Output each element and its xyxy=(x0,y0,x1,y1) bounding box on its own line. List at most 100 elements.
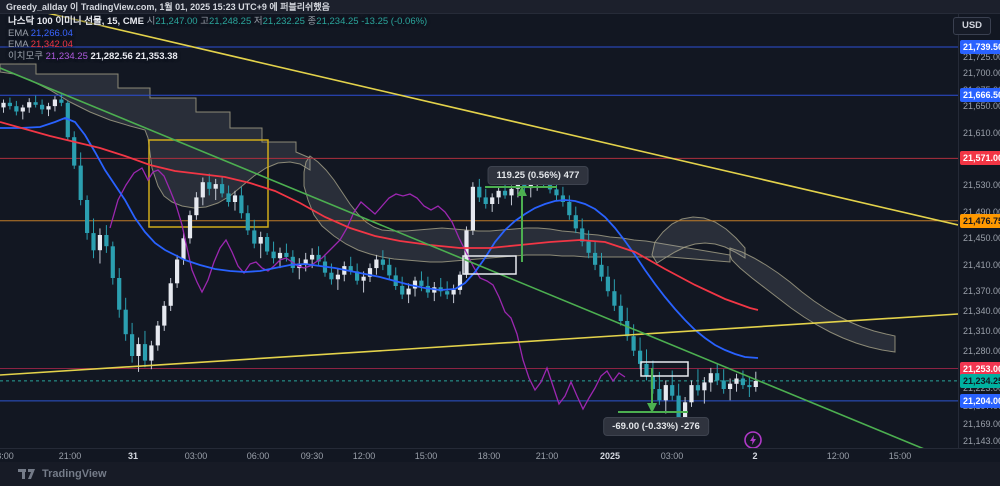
candle-body xyxy=(695,385,700,391)
legend-symbol-row[interactable]: 나스닥 100 이미니 선물, 15, CME 시21,247.00 고21,2… xyxy=(8,16,427,28)
candle-body xyxy=(599,264,604,277)
candle-body xyxy=(676,395,681,422)
candle-body xyxy=(271,251,276,259)
candle-body xyxy=(567,202,572,216)
candle-body xyxy=(175,259,180,284)
price-axis[interactable]: 21,725.0021,700.0021,675.0021,650.0021,6… xyxy=(958,14,1000,448)
legend-ema-fast-row[interactable]: EMA 21,266.04 xyxy=(8,27,427,40)
time-tick: 15:00 xyxy=(888,451,912,461)
price-tick: 21,530.00 xyxy=(963,180,1000,191)
candle-body xyxy=(194,197,199,216)
candle-body xyxy=(496,190,501,198)
currency-toggle-button[interactable]: USD xyxy=(953,17,991,35)
candle-body xyxy=(46,106,51,110)
candle-body xyxy=(638,350,643,364)
candle-body xyxy=(348,266,353,272)
ichimoku-chikou-value: 21,234.25 xyxy=(45,50,88,62)
price-tick: 21,143.00 xyxy=(963,436,1000,447)
time-tick: 12:00 xyxy=(826,451,850,461)
candle-body xyxy=(265,237,270,252)
candle-body xyxy=(586,241,591,253)
candle-body xyxy=(213,184,218,189)
candle-body xyxy=(181,238,186,260)
candle-body xyxy=(419,280,424,286)
plot-area xyxy=(0,9,958,458)
candle-body xyxy=(284,252,289,257)
time-tick: 06:00 xyxy=(246,451,270,461)
white-box-2[interactable] xyxy=(640,361,689,377)
candle-body xyxy=(232,195,238,202)
candle-body xyxy=(355,271,360,281)
candle-body xyxy=(162,305,167,326)
price-badge: 21,739.50 xyxy=(960,40,1000,54)
candle-body xyxy=(33,102,38,105)
candle-body xyxy=(631,336,636,351)
candle-body xyxy=(573,215,578,229)
ichimoku-label: 이치모쿠 xyxy=(8,50,43,62)
price-tick: 21,610.00 xyxy=(963,127,1000,138)
candle-body xyxy=(715,373,720,381)
candle-body xyxy=(387,264,392,276)
trend-line-steep-descending[interactable] xyxy=(30,9,958,226)
candle-body xyxy=(457,274,463,290)
trend-line-ascending-support[interactable] xyxy=(0,313,958,376)
candle-body xyxy=(657,389,662,401)
white-box-1[interactable] xyxy=(462,255,517,275)
candle-body xyxy=(618,305,623,321)
ema-fast-line xyxy=(0,117,759,359)
ema-fast-label: EMA xyxy=(8,27,29,39)
price-badge: 21,666.50 xyxy=(960,88,1000,103)
price-tick: 21,725.00 xyxy=(963,51,1000,62)
price-tick: 21,223.00 xyxy=(963,383,1000,394)
price-tick: 21,650.00 xyxy=(963,101,1000,112)
footer-bar: TradingView xyxy=(0,462,1000,486)
candle-body xyxy=(40,104,45,110)
candle-body xyxy=(470,186,475,231)
price-badge: 21,571.00 xyxy=(960,151,1000,166)
low-value: 21,232.25 xyxy=(262,16,305,27)
candle-body xyxy=(747,385,752,388)
open-value: 21,247.00 xyxy=(155,16,198,27)
candle-body xyxy=(670,385,675,396)
candle-body xyxy=(477,186,482,198)
legend-ichimoku-row[interactable]: 이치모쿠 21,234.25 21,282.56 21,353.38 xyxy=(8,50,427,63)
measure-up-arrowhead xyxy=(517,186,527,196)
candle-body xyxy=(200,182,205,198)
candle-body xyxy=(310,254,315,260)
price-tick: 21,490.00 xyxy=(963,206,1000,217)
ema-slow-label: EMA xyxy=(8,39,29,50)
time-tick: 21:00 xyxy=(58,451,82,461)
candle-body xyxy=(380,259,385,265)
candle-body xyxy=(316,254,321,262)
symbol-title[interactable]: 나스닥 100 이미니 선물, 15, CME xyxy=(8,16,144,27)
open-label: 시 xyxy=(146,16,156,27)
candle-body xyxy=(554,189,559,196)
time-tick: 15:00 xyxy=(414,451,438,461)
ema-slow-line xyxy=(0,121,759,311)
candle-body xyxy=(110,246,115,278)
ichimoku-cloud xyxy=(303,155,731,263)
time-tick: 31 xyxy=(127,451,139,461)
yellow-zone-rectangle[interactable] xyxy=(148,139,269,228)
legend-ema-slow-row[interactable]: EMA 21,342.04 xyxy=(8,39,427,51)
price-tick: 21,169.00 xyxy=(963,419,1000,430)
publish-info-text: Greedy_allday 이 TradingView.com, 1월 01, … xyxy=(6,2,330,12)
candle-body xyxy=(136,344,141,356)
candle-body xyxy=(483,197,488,204)
price-tick: 21,370.00 xyxy=(963,286,1000,297)
candle-body xyxy=(239,195,244,214)
price-badge: 21,253.00 xyxy=(960,361,1000,376)
time-tick: 2025 xyxy=(599,451,621,461)
trend-line-descending-green[interactable] xyxy=(0,67,946,458)
ichimoku-chikou-line xyxy=(109,167,626,411)
candle-body xyxy=(104,235,109,247)
time-axis[interactable]: 8:00 21:00 31 03:00 06:00 09:30 12:00 15:00 18:0… xyxy=(0,448,1000,463)
candle-body xyxy=(708,373,713,383)
price-tick: 21,450.00 xyxy=(963,233,1000,244)
candle-body xyxy=(123,309,128,335)
candle-body xyxy=(580,228,585,242)
time-tick: 2 xyxy=(752,451,758,461)
boost-circle-icon[interactable] xyxy=(744,431,762,448)
candle-body xyxy=(226,193,231,202)
